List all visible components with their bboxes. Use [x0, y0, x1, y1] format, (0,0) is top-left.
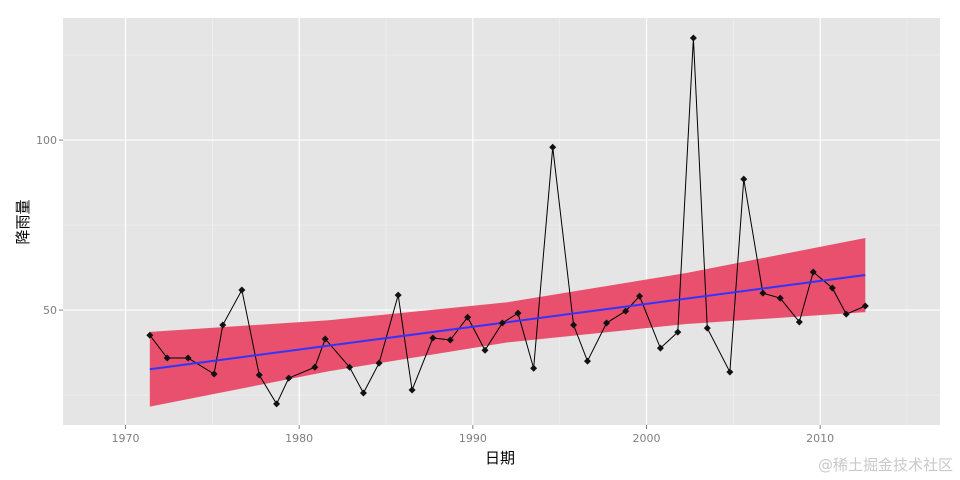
data-point [346, 363, 354, 371]
data-point [530, 364, 538, 372]
data-point [311, 363, 319, 371]
data-point [359, 389, 367, 397]
data-point [656, 344, 664, 352]
data-point [184, 354, 192, 362]
data-point [163, 354, 171, 362]
data-point [689, 34, 697, 42]
series-lines [149, 38, 866, 405]
data-point [273, 400, 281, 408]
data-point [603, 319, 611, 327]
data-point [570, 321, 578, 329]
data-point [809, 268, 817, 276]
data-point [146, 331, 154, 339]
x-tick-label: 2000 [633, 432, 661, 445]
data-point [408, 386, 416, 394]
watermark: @稀土掘金技术社区 [818, 456, 953, 474]
data-point [703, 324, 711, 332]
data-point [255, 371, 263, 379]
data-points [146, 34, 869, 408]
rainfall-line [149, 38, 866, 405]
data-point [776, 294, 784, 302]
data-point [394, 291, 402, 299]
data-point [842, 310, 850, 318]
x-tick-label: 1990 [459, 432, 487, 445]
data-point [549, 143, 557, 151]
data-point [828, 284, 836, 292]
data-point [375, 359, 383, 367]
data-point [238, 286, 246, 294]
data-point [674, 328, 682, 336]
data-point [429, 334, 437, 342]
data-point [498, 319, 506, 327]
data-point [321, 335, 329, 343]
data-point [861, 302, 869, 310]
linear-fit-line [149, 274, 866, 371]
data-point [583, 357, 591, 365]
data-point [795, 318, 803, 326]
x-axis-label: 日期 [485, 449, 515, 467]
x-tick-label: 2010 [806, 432, 834, 445]
data-point [622, 307, 630, 315]
axis-ticks: 1970 1980 1990 2000 2010 50 100 [36, 134, 834, 445]
x-tick-label: 1970 [112, 432, 140, 445]
data-point [636, 292, 644, 300]
y-tick-label: 50 [43, 304, 57, 317]
data-point [210, 370, 218, 378]
data-point [464, 313, 472, 321]
x-tick-label: 1980 [285, 432, 313, 445]
y-tick-label: 100 [36, 134, 57, 147]
data-point [759, 289, 767, 297]
data-point [446, 336, 454, 344]
y-axis-label: 降雨量 [14, 199, 32, 244]
data-point [219, 321, 227, 329]
data-point [726, 368, 734, 376]
data-point [285, 374, 293, 382]
data-point [514, 309, 522, 317]
data-point [481, 346, 489, 354]
data-point [740, 175, 748, 183]
